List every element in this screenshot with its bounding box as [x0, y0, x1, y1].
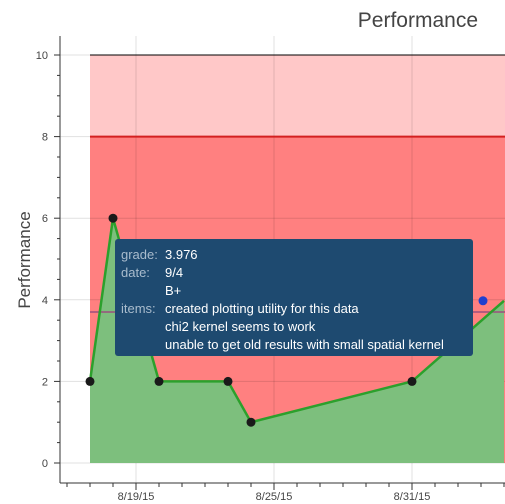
band-8-10 — [90, 55, 505, 137]
x-tick-labels: 8/19/15 8/25/15 8/31/15 — [118, 491, 431, 503]
tooltip-date-row: date: 9/4 — [121, 264, 467, 282]
y-axis-title: Performance — [15, 211, 34, 308]
data-point — [85, 376, 95, 386]
tooltip-items-list: B+ created plotting utility for this dat… — [165, 282, 444, 354]
x-tick-label: 8/31/15 — [394, 491, 431, 503]
y-tick-label: 2 — [42, 376, 48, 388]
x-tick-label: 8/25/15 — [256, 491, 293, 503]
y-tick-labels: 0 2 4 6 8 10 — [36, 50, 48, 470]
data-point — [154, 376, 164, 386]
chart-title: Performance — [358, 9, 478, 32]
tooltip-item: chi2 kernel seems to work — [165, 319, 316, 334]
y-tick-label: 8 — [42, 132, 48, 144]
data-point — [407, 376, 417, 386]
tooltip-letter-grade: B+ — [165, 283, 182, 298]
y-tick-label: 6 — [42, 213, 48, 225]
highlighted-data-point — [478, 296, 488, 306]
data-point — [108, 213, 118, 223]
series-area — [90, 218, 504, 463]
tooltip-items-label: items: — [121, 301, 156, 316]
tooltip-date-value: 9/4 — [165, 265, 184, 280]
tooltip-item: unable to get old results with small spa… — [165, 337, 444, 352]
y-tick-label: 10 — [36, 50, 48, 62]
y-tick-label: 4 — [42, 295, 48, 307]
data-point — [223, 376, 233, 386]
y-tick-label: 0 — [42, 458, 48, 470]
tooltip-item: created plotting utility for this data — [165, 301, 359, 316]
tooltip-grade-label: grade: — [121, 247, 158, 262]
hover-tooltip: grade: 3.976 date: 9/4 items: B+ created… — [115, 239, 473, 356]
tooltip-grade-value: 3.976 — [165, 247, 198, 262]
tooltip-grade-row: grade: 3.976 — [121, 246, 467, 264]
marker-layer — [85, 213, 488, 427]
axes — [54, 36, 505, 490]
area-layer — [90, 218, 504, 463]
data-point — [246, 417, 256, 427]
x-tick-label: 8/19/15 — [118, 491, 155, 503]
tooltip-date-label: date: — [121, 265, 150, 280]
tooltip-items-row: items: B+ created plotting utility for t… — [121, 282, 467, 354]
